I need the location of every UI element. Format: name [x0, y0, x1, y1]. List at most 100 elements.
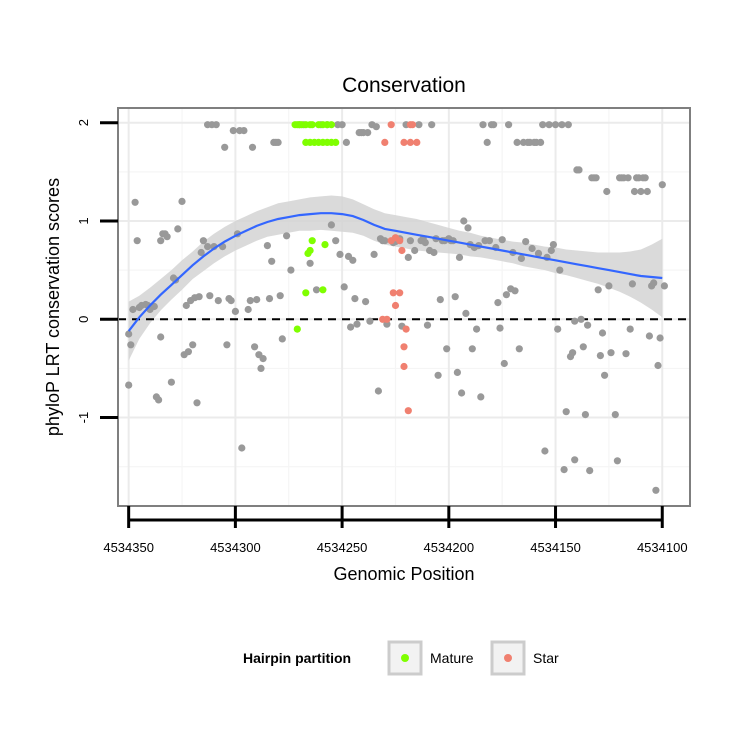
scatter-points [125, 121, 669, 494]
legend-title: Hairpin partition [243, 650, 351, 666]
point-other-13 [155, 396, 163, 404]
point-mature-22 [321, 241, 329, 249]
point-other-211 [630, 187, 639, 196]
point-other-214 [637, 187, 645, 196]
point-other-91 [362, 298, 370, 306]
point-other-188 [579, 343, 587, 351]
point-other-139 [477, 393, 485, 401]
point-other-56 [253, 296, 261, 304]
point-other-184 [571, 317, 579, 325]
point-other-5 [133, 237, 141, 245]
y-tick-label-0: -1 [76, 412, 91, 424]
point-other-0 [125, 381, 133, 389]
point-other-69 [287, 266, 295, 274]
plot-border [117, 107, 691, 507]
point-other-174 [551, 121, 560, 129]
point-other-25 [182, 301, 190, 310]
point-other-3 [129, 305, 137, 314]
point-other-52 [244, 305, 252, 314]
point-other-53 [246, 297, 254, 305]
y-tick-label-3: 2 [76, 119, 91, 126]
point-other-222 [654, 361, 662, 370]
point-other-59 [259, 355, 267, 363]
x-tick-label-1: 4534300 [210, 540, 261, 555]
point-other-201 [607, 349, 615, 357]
point-other-173 [549, 241, 558, 249]
confidence-ribbon [128, 195, 663, 361]
point-other-19 [167, 378, 175, 386]
point-other-198 [601, 371, 609, 379]
point-other-113 [421, 239, 429, 247]
point-other-123 [443, 345, 451, 353]
y-tick-label-1: 0 [76, 316, 91, 323]
point-other-100 [381, 237, 389, 245]
point-other-203 [613, 457, 622, 465]
point-mature-24 [302, 289, 310, 297]
point-other-45 [227, 297, 235, 305]
point-other-178 [560, 466, 568, 474]
point-star-4 [400, 138, 408, 146]
point-other-186 [575, 166, 583, 174]
point-other-224 [658, 181, 666, 189]
point-other-107 [404, 253, 412, 261]
point-other-131 [460, 217, 468, 225]
point-other-217 [643, 187, 651, 196]
point-other-51 [240, 127, 248, 135]
point-other-133 [464, 224, 472, 232]
point-other-46 [229, 127, 237, 135]
point-other-95 [370, 250, 378, 258]
point-other-62 [268, 257, 276, 265]
point-other-176 [556, 266, 564, 274]
point-star-9 [387, 237, 395, 245]
point-other-119 [434, 371, 442, 379]
point-other-4 [131, 198, 139, 206]
point-star-17 [400, 343, 408, 351]
point-mature-23 [319, 286, 327, 294]
point-star-18 [400, 362, 408, 371]
point-other-158 [517, 254, 526, 262]
x-tick-label-2: 4534250 [317, 540, 368, 555]
point-other-66 [276, 292, 284, 300]
x-tick-label-5: 4534100 [637, 540, 688, 555]
point-other-166 [534, 249, 543, 257]
point-other-127 [451, 293, 459, 301]
point-other-218 [645, 332, 654, 340]
point-other-108 [406, 237, 414, 245]
point-other-151 [502, 291, 510, 299]
point-other-1 [125, 330, 133, 338]
point-mature-10 [327, 121, 335, 129]
point-other-116 [428, 121, 436, 129]
point-other-180 [564, 121, 572, 129]
point-other-67 [278, 335, 286, 343]
point-other-68 [283, 232, 291, 240]
point-other-182 [569, 349, 577, 357]
point-other-79 [336, 250, 344, 258]
point-other-168 [539, 121, 547, 129]
point-other-86 [351, 295, 359, 303]
point-other-145 [490, 121, 498, 129]
point-other-92 [364, 129, 372, 137]
point-other-87 [353, 320, 361, 328]
point-other-199 [603, 187, 611, 196]
point-other-149 [498, 236, 506, 244]
x-tick-label-4: 4534150 [530, 540, 581, 555]
plot-panel [118, 108, 690, 506]
point-other-143 [485, 237, 493, 245]
point-other-84 [347, 323, 355, 331]
point-other-65 [274, 138, 282, 146]
point-other-80 [338, 121, 346, 129]
point-other-26 [184, 348, 192, 356]
point-other-196 [596, 352, 605, 360]
point-star-2 [408, 121, 417, 129]
legend-swatch-star [504, 654, 512, 662]
point-other-169 [541, 447, 549, 455]
y-axis-label: phyloP LRT conservation scores [43, 178, 63, 436]
smooth-line [127, 212, 663, 332]
point-other-43 [223, 341, 231, 349]
point-other-35 [204, 243, 212, 251]
point-other-200 [605, 282, 613, 290]
point-other-31 [195, 293, 203, 301]
point-star-3 [381, 138, 389, 146]
point-other-172 [547, 246, 555, 255]
point-star-6 [413, 138, 421, 146]
